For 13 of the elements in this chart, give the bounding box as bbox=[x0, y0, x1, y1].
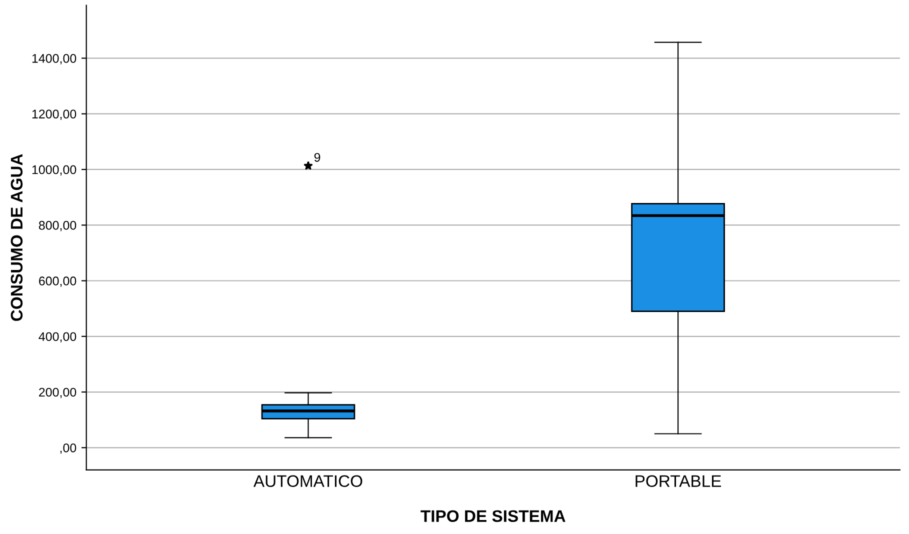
x-axis-title: TIPO DE SISTEMA bbox=[420, 510, 566, 522]
y-tick-label: 200,00 bbox=[39, 388, 76, 398]
y-axis-title: CONSUMO DE AGUA bbox=[10, 154, 23, 321]
annotation: 9 bbox=[314, 152, 320, 162]
y-tick-label: 800,00 bbox=[38, 220, 76, 232]
y-tick-label: ,00 bbox=[60, 443, 76, 454]
y-tick-label: 1400,00 bbox=[32, 54, 76, 64]
x-tick-label: PORTABLE bbox=[636, 475, 722, 488]
y-tick-label: 600,00 bbox=[39, 276, 76, 287]
x-tick-label: AUTOMATICO bbox=[253, 475, 362, 488]
y-tick-label: 1200,00 bbox=[32, 110, 76, 120]
y-tick-label: 400,00 bbox=[38, 332, 76, 343]
y-tick-label: 1000,00 bbox=[32, 165, 76, 176]
